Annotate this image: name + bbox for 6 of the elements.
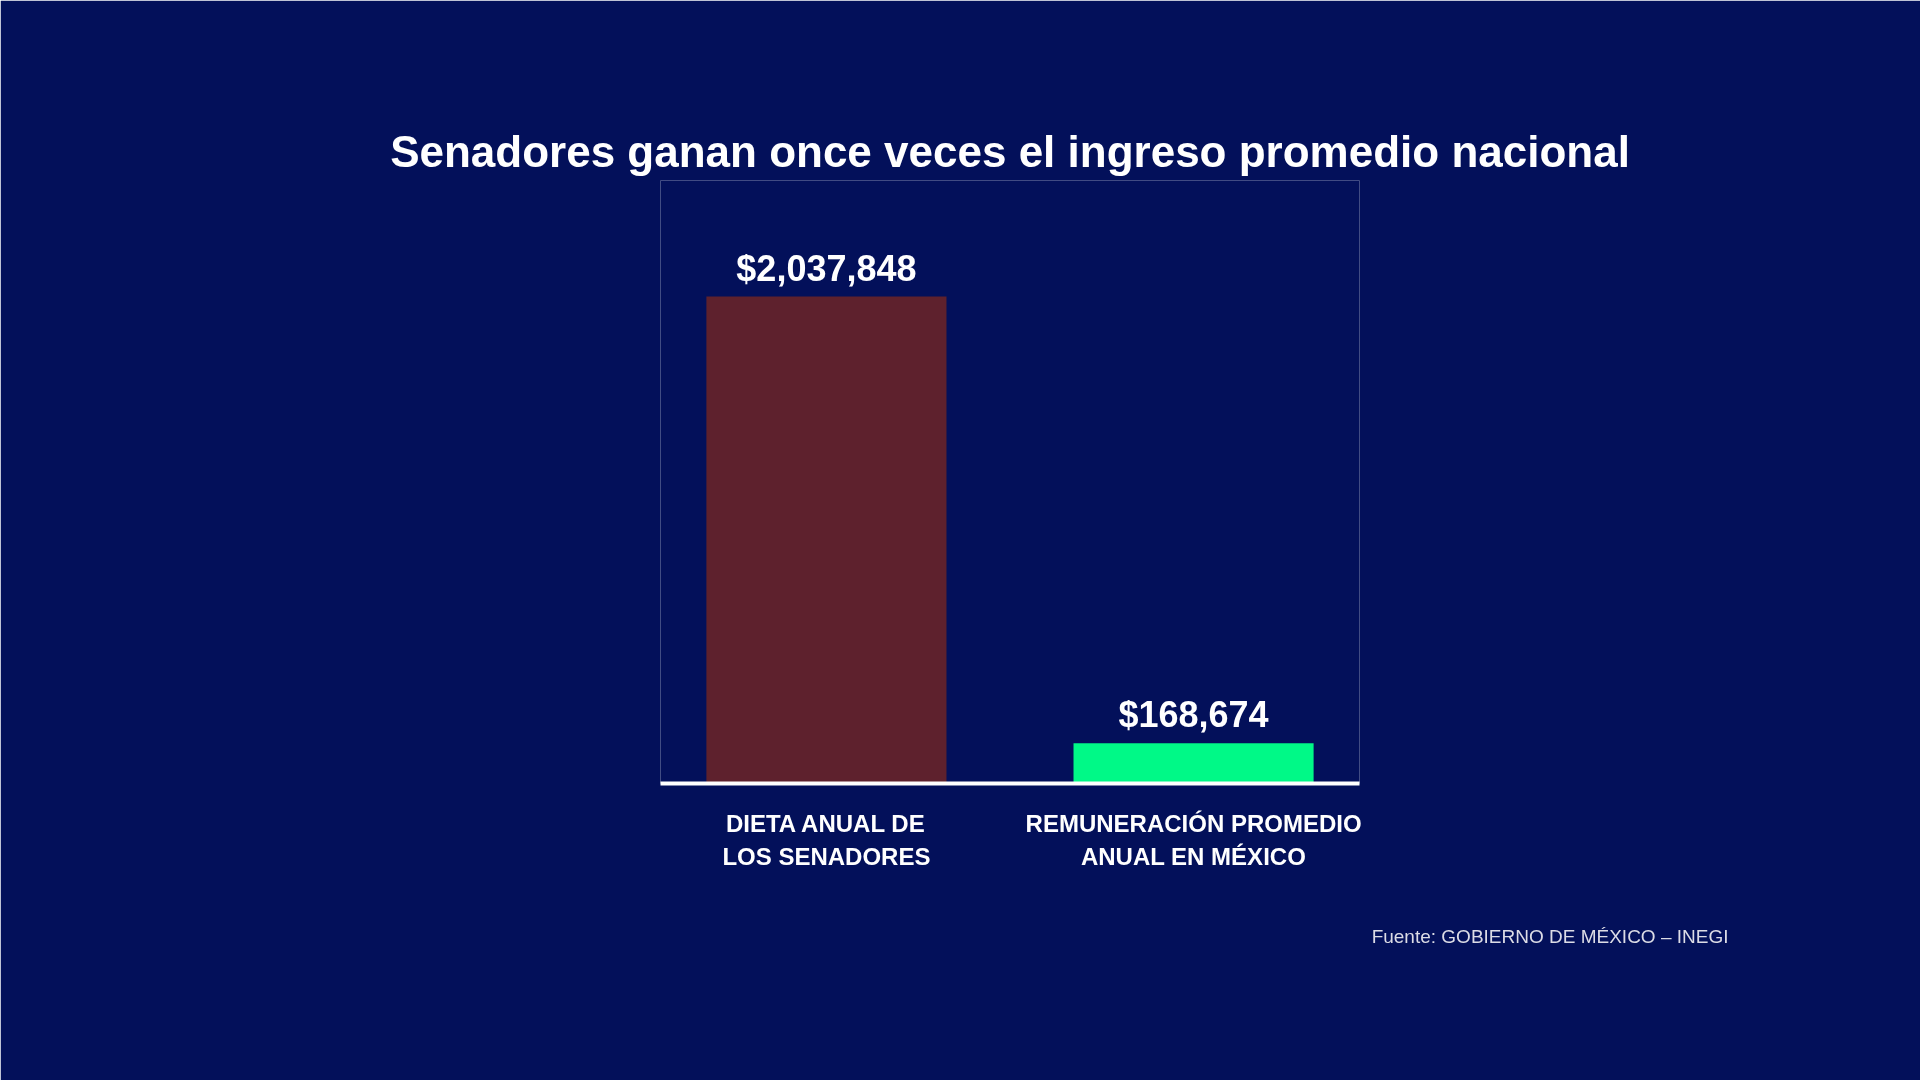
chart-title: Senadores ganan once veces el ingreso promedio nacional bbox=[390, 126, 1630, 176]
source-note: Fuente: GOBIERNO DE MÉXICO – INEGI bbox=[1371, 925, 1729, 947]
x-tick-label: REMUNERACIÓN PROMEDIO ANUAL EN MÉXICO bbox=[1025, 809, 1362, 871]
x-tick-label: DIETA ANUAL DE LOS SENADORES bbox=[722, 809, 931, 871]
data-label: $2,037,848 bbox=[736, 247, 917, 289]
data-label: $168,674 bbox=[1118, 694, 1269, 736]
